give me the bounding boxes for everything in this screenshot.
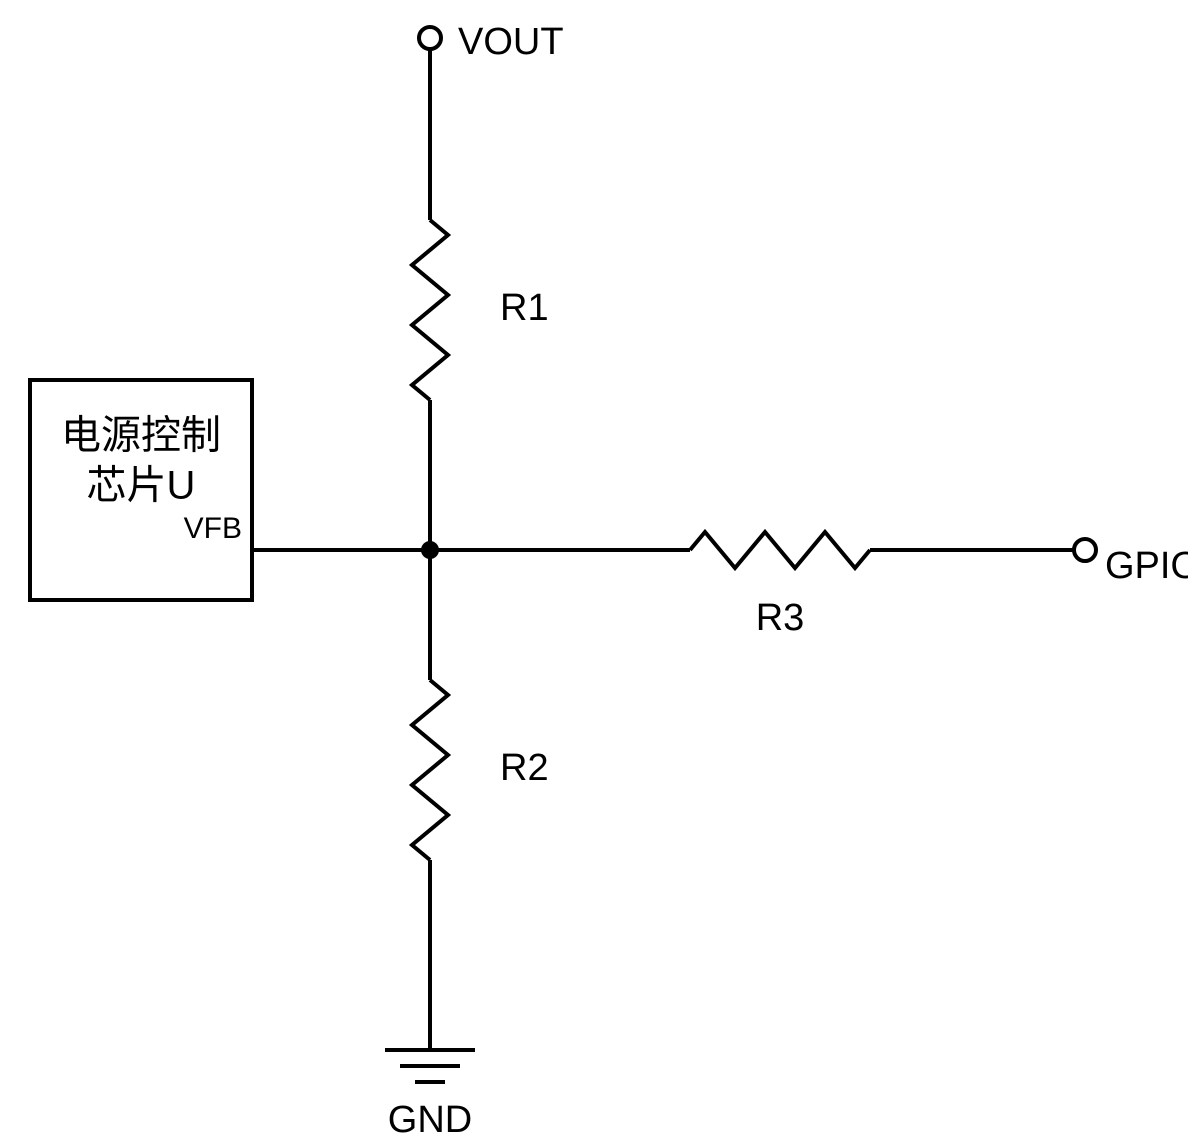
label-r1: R1 <box>500 287 549 329</box>
resistor-r3 <box>690 532 870 568</box>
label-r3: R3 <box>756 597 805 639</box>
junction-node <box>421 541 439 559</box>
vfb-pin-label: VFB <box>184 512 242 545</box>
resistor-r1 <box>412 220 448 400</box>
resistor-r2 <box>412 680 448 860</box>
chip-label-line1: 电源控制 <box>61 414 221 458</box>
terminal-vout <box>419 27 441 49</box>
terminal-gpio <box>1074 539 1096 561</box>
label-gnd: GND <box>388 1099 472 1141</box>
label-r2: R2 <box>500 747 549 789</box>
label-gpio: GPIO <box>1105 545 1188 587</box>
label-vout: VOUT <box>458 21 564 63</box>
chip-label-line2: 芯片U <box>87 464 196 508</box>
circuit-schematic: 电源控制芯片U VFB VOUT GPIO R1 R2 R3 GND <box>0 0 1188 1146</box>
